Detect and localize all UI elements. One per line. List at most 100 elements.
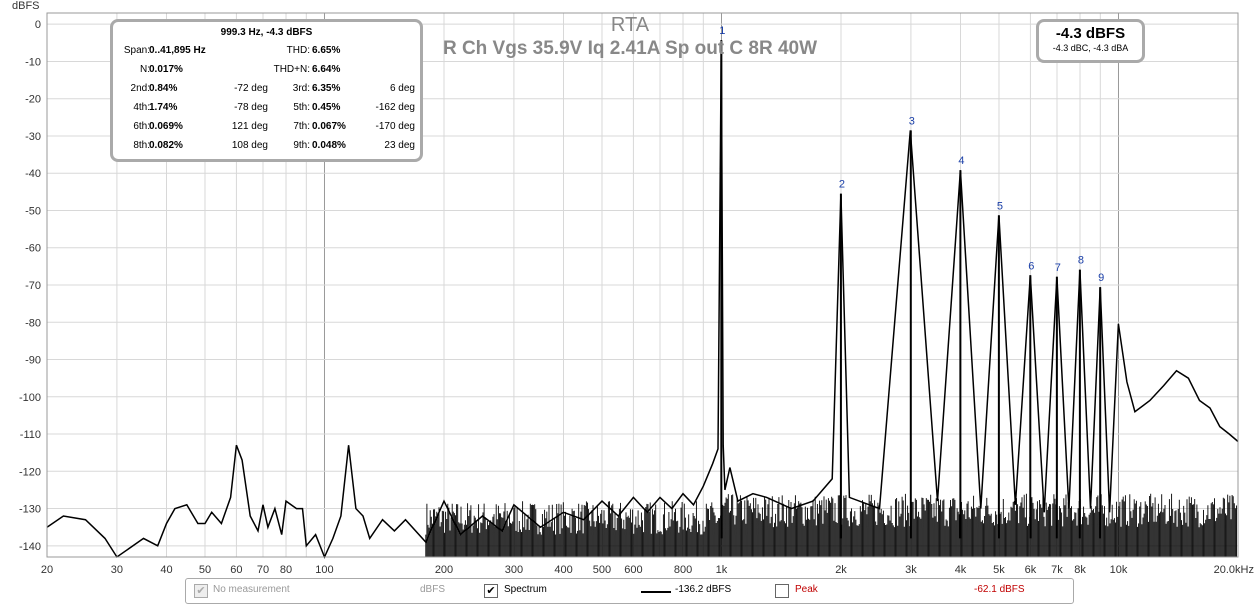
n-value: 0.017% — [149, 64, 183, 75]
thdn-value: 6.64% — [312, 64, 341, 75]
x-tick-label: 2k — [835, 564, 847, 576]
harmonic-marker-label: 5 — [997, 200, 1003, 212]
no-measurement-label: No measurement — [213, 584, 290, 595]
harmonic-value: 0.048% — [312, 140, 346, 151]
x-tick-label: 1k — [716, 564, 728, 576]
level-readout[interactable]: -4.3 dBFS -4.3 dBC, -4.3 dBA — [1036, 19, 1145, 63]
spectrum-trace — [46, 40, 1239, 559]
harmonic-phase: 108 deg — [231, 140, 268, 151]
y-tick-label: -60 — [25, 243, 41, 255]
x-tick-label: 100 — [315, 564, 333, 576]
distortion-row-noise: N: 0.017% THD+N: 6.64% — [113, 64, 420, 83]
unit-label: dBFS — [420, 584, 446, 595]
level-main-value: -4.3 dBFS — [1055, 25, 1126, 42]
y-axis-ticks: 0 -10 -20 -30 -40 -50 -60 -70 -80 -90 -100 -110 -120… — [19, 19, 41, 553]
spectrum-value: -136.2 dBFS — [675, 584, 732, 595]
harmonic-phase: 23 deg — [384, 140, 415, 151]
harmonic-marker-label: 6 — [1028, 260, 1034, 272]
no-measurement-checkbox[interactable]: ✔ — [194, 584, 208, 598]
n-label: N: — [140, 64, 150, 75]
harmonic-row: 4th: 1.74% -78 deg 5th: 0.45% -162 deg — [113, 102, 420, 121]
harmonic-label: 7th: — [293, 121, 310, 132]
thdn-label: THD+N: — [273, 64, 310, 75]
x-tick-label: 200 — [435, 564, 453, 576]
x-tick-label: 3k — [905, 564, 917, 576]
distortion-panel[interactable]: 999.3 Hz, -4.3 dBFS Span: 0..41,895 Hz T… — [110, 19, 423, 162]
peak-value: -62.1 dBFS — [974, 584, 1025, 595]
y-tick-label: -80 — [25, 317, 41, 329]
y-tick-label: -100 — [19, 392, 41, 404]
harmonic-phase: -78 deg — [234, 102, 268, 113]
x-tick-label: 30 — [111, 564, 123, 576]
span-label: Span: — [123, 45, 150, 56]
spectrum-checkbox[interactable]: ✔ — [484, 584, 498, 598]
x-tick-label: 70 — [257, 564, 269, 576]
x-tick-label: 500 — [593, 564, 611, 576]
x-tick-label: 10k — [1110, 564, 1128, 576]
x-tick-label: 6k — [1025, 564, 1037, 576]
harmonic-row: 6th: 0.069% 121 deg 7th: 0.067% -170 deg — [113, 121, 420, 140]
harmonic-spikes — [720, 40, 1102, 539]
harmonic-value: 0.069% — [149, 121, 183, 132]
peak-label: Peak — [795, 584, 818, 595]
level-weighted-values: -4.3 dBC, -4.3 dBA — [1052, 43, 1129, 53]
thd-label: THD: — [286, 45, 310, 56]
y-axis-unit-label: dBFS — [12, 0, 40, 12]
chart-subtitle: R Ch Vgs 35.9V Iq 2.41A Sp out C 8R 40W — [442, 38, 818, 59]
harmonic-row: 8th: 0.082% 108 deg 9th: 0.048% 23 deg — [113, 140, 420, 159]
x-tick-label: 50 — [199, 564, 211, 576]
y-tick-label: -110 — [20, 429, 41, 441]
harmonic-row: 2nd: 0.84% -72 deg 3rd: 6.35% 6 deg — [113, 83, 420, 102]
thd-value: 6.65% — [312, 45, 341, 56]
noise-floor-hatch — [425, 493, 1237, 557]
y-tick-label: 0 — [35, 19, 41, 31]
y-tick-label: -40 — [25, 168, 41, 180]
harmonic-marker-label: 1 — [719, 25, 725, 37]
x-tick-label: 4k — [955, 564, 967, 576]
harmonic-marker-label: 9 — [1098, 272, 1104, 284]
x-tick-label: 400 — [554, 564, 572, 576]
x-tick-label: 5k — [993, 564, 1005, 576]
x-tick-label: 80 — [280, 564, 292, 576]
y-tick-label: -70 — [25, 280, 41, 292]
x-tick-label: 800 — [674, 564, 692, 576]
x-tick-label: 60 — [230, 564, 242, 576]
span-value: 0..41,895 Hz — [149, 45, 206, 56]
harmonic-value: 0.84% — [149, 83, 178, 94]
harmonic-value: 1.74% — [149, 102, 178, 113]
harmonic-marker-label: 4 — [958, 155, 964, 167]
harmonic-marker-label: 7 — [1055, 262, 1061, 274]
x-tick-label: 20 — [41, 564, 53, 576]
spectrum-label: Spectrum — [504, 584, 547, 595]
plot-frame — [46, 12, 1239, 558]
distortion-header: 999.3 Hz, -4.3 dBFS — [220, 27, 313, 38]
harmonic-label: 2nd: — [130, 83, 150, 94]
y-tick-label: -30 — [25, 131, 41, 143]
x-axis-ticks: 20 30 40 50 60 70 80 100 200 300 400 500 600 800 1k 2k 3… — [41, 564, 1254, 576]
harmonic-value: 6.35% — [312, 83, 341, 94]
x-tick-label: 7k — [1051, 564, 1063, 576]
harmonic-markers: 1 2 3 4 5 6 7 8 9 — [719, 25, 1104, 284]
harmonic-phase: -72 deg — [234, 83, 268, 94]
legend-bar: ✔ No measurement dBFS ✔ Spectrum -136.2 … — [185, 578, 1074, 604]
x-tick-label: 40 — [160, 564, 172, 576]
harmonic-label: 6th: — [133, 121, 150, 132]
y-tick-label: -90 — [25, 355, 41, 367]
x-tick-label: 600 — [624, 564, 642, 576]
chart-title: RTA — [610, 14, 650, 36]
harmonic-label: 9th: — [293, 140, 310, 151]
harmonic-marker-label: 8 — [1078, 255, 1084, 267]
y-tick-label: -140 — [19, 541, 41, 553]
harmonic-phase: -162 deg — [375, 102, 415, 113]
x-tick-label: 300 — [505, 564, 523, 576]
harmonic-value: 0.45% — [312, 102, 341, 113]
harmonic-marker-label: 3 — [909, 115, 915, 127]
harmonic-phase: 6 deg — [389, 83, 415, 94]
peak-checkbox[interactable] — [775, 584, 789, 598]
spectrum-line-swatch — [641, 591, 671, 593]
harmonic-label: 5th: — [293, 102, 310, 113]
y-tick-label: -50 — [25, 205, 41, 217]
harmonic-value: 0.082% — [149, 140, 183, 151]
harmonic-label: 4th: — [133, 102, 150, 113]
